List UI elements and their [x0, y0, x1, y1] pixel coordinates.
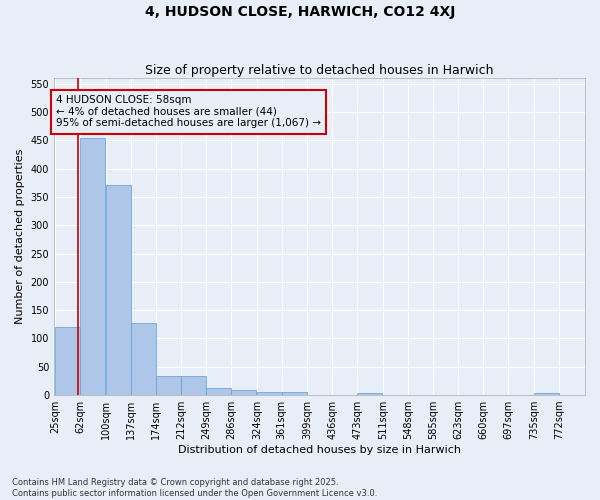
Bar [206, 388, 231, 395]
X-axis label: Distribution of detached houses by size in Harwich: Distribution of detached houses by size … [178, 445, 461, 455]
Bar [282, 392, 307, 395]
Bar [131, 323, 156, 395]
Bar [181, 376, 206, 395]
Text: 4 HUDSON CLOSE: 58sqm
← 4% of detached houses are smaller (44)
95% of semi-detac: 4 HUDSON CLOSE: 58sqm ← 4% of detached h… [56, 95, 321, 128]
Bar [80, 138, 105, 395]
Bar [534, 394, 559, 395]
Bar [156, 376, 181, 395]
Text: Contains HM Land Registry data © Crown copyright and database right 2025.
Contai: Contains HM Land Registry data © Crown c… [12, 478, 377, 498]
Bar [257, 392, 282, 395]
Bar [106, 184, 131, 395]
Bar [307, 394, 332, 395]
Bar [357, 394, 382, 395]
Bar [55, 327, 80, 395]
Title: Size of property relative to detached houses in Harwich: Size of property relative to detached ho… [145, 64, 494, 77]
Y-axis label: Number of detached properties: Number of detached properties [15, 149, 25, 324]
Bar [231, 390, 256, 395]
Text: 4, HUDSON CLOSE, HARWICH, CO12 4XJ: 4, HUDSON CLOSE, HARWICH, CO12 4XJ [145, 5, 455, 19]
